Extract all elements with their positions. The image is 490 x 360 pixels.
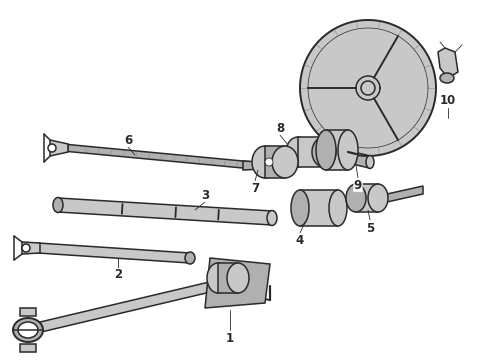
Text: 6: 6 bbox=[124, 134, 132, 147]
Ellipse shape bbox=[267, 211, 277, 225]
Polygon shape bbox=[50, 140, 68, 156]
Ellipse shape bbox=[22, 244, 30, 252]
Text: 7: 7 bbox=[251, 181, 259, 194]
Polygon shape bbox=[265, 146, 285, 178]
Polygon shape bbox=[387, 186, 423, 202]
Polygon shape bbox=[58, 198, 272, 225]
Ellipse shape bbox=[18, 322, 38, 338]
Ellipse shape bbox=[440, 73, 454, 83]
Polygon shape bbox=[300, 20, 436, 156]
Text: 8: 8 bbox=[276, 122, 284, 135]
Polygon shape bbox=[68, 144, 248, 168]
Text: 5: 5 bbox=[366, 221, 374, 234]
Ellipse shape bbox=[361, 81, 375, 95]
Ellipse shape bbox=[185, 252, 195, 264]
Polygon shape bbox=[243, 161, 263, 170]
Ellipse shape bbox=[53, 198, 63, 212]
Text: 1: 1 bbox=[226, 332, 234, 345]
Polygon shape bbox=[20, 308, 36, 316]
Ellipse shape bbox=[338, 130, 358, 170]
Ellipse shape bbox=[265, 158, 273, 166]
Ellipse shape bbox=[291, 190, 309, 226]
Polygon shape bbox=[218, 263, 238, 293]
Polygon shape bbox=[38, 243, 190, 263]
Ellipse shape bbox=[346, 184, 366, 212]
Text: 4: 4 bbox=[296, 234, 304, 247]
Ellipse shape bbox=[306, 141, 314, 154]
Polygon shape bbox=[22, 242, 40, 254]
Ellipse shape bbox=[48, 144, 56, 152]
Polygon shape bbox=[300, 190, 338, 226]
Polygon shape bbox=[356, 184, 378, 212]
Polygon shape bbox=[20, 344, 36, 352]
Ellipse shape bbox=[366, 156, 374, 168]
Ellipse shape bbox=[286, 137, 310, 167]
Ellipse shape bbox=[252, 146, 278, 178]
Ellipse shape bbox=[13, 318, 43, 342]
Polygon shape bbox=[205, 258, 270, 308]
Ellipse shape bbox=[316, 130, 336, 170]
Ellipse shape bbox=[368, 184, 388, 212]
Ellipse shape bbox=[227, 263, 249, 293]
Polygon shape bbox=[27, 273, 249, 335]
Text: 2: 2 bbox=[114, 269, 122, 282]
Text: 9: 9 bbox=[354, 179, 362, 192]
Ellipse shape bbox=[243, 271, 253, 285]
Polygon shape bbox=[309, 142, 371, 168]
Ellipse shape bbox=[329, 190, 347, 226]
Text: 10: 10 bbox=[440, 94, 456, 107]
Text: 3: 3 bbox=[201, 189, 209, 202]
Ellipse shape bbox=[312, 137, 336, 167]
Polygon shape bbox=[438, 48, 458, 78]
Polygon shape bbox=[326, 130, 348, 170]
Ellipse shape bbox=[207, 263, 229, 293]
Ellipse shape bbox=[272, 146, 298, 178]
Polygon shape bbox=[298, 137, 324, 167]
